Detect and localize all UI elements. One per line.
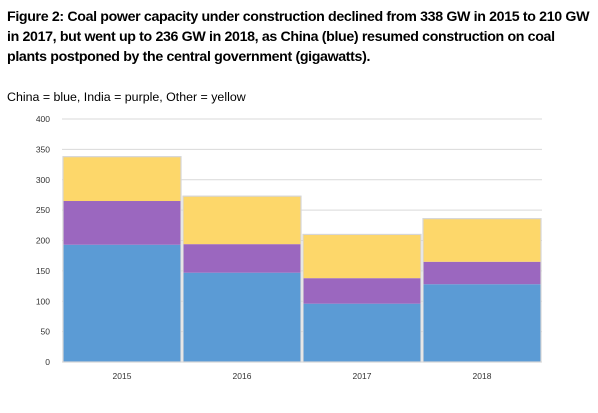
bar-segment — [303, 234, 421, 279]
bar-stack — [302, 233, 422, 363]
bar-segment — [423, 284, 541, 362]
chart-subtitle: China = blue, India = purple, Other = ye… — [7, 90, 246, 104]
bar-segment — [63, 201, 181, 245]
bar-segment — [423, 261, 541, 285]
bars — [62, 156, 542, 363]
bar-segment — [63, 244, 181, 362]
y-tick-label: 0 — [45, 357, 50, 367]
bar-segment — [423, 218, 541, 262]
bar-outline — [182, 195, 302, 363]
x-tick-label: 2016 — [233, 371, 252, 381]
bar-segment — [303, 303, 421, 362]
bar-segment — [183, 244, 301, 273]
bar-outline — [62, 156, 182, 363]
bar-stack — [422, 218, 542, 363]
bar-segment — [183, 196, 301, 245]
bar-outline — [302, 233, 422, 363]
bar-segment — [63, 156, 181, 202]
bar-segment — [303, 278, 421, 304]
chart-title: Figure 2: Coal power capacity under cons… — [7, 9, 590, 65]
y-tick-label: 300 — [36, 175, 50, 185]
x-tick-label: 2017 — [353, 371, 372, 381]
bar-outline — [422, 218, 542, 363]
y-tick-label: 250 — [36, 205, 50, 215]
x-tick-label: 2018 — [473, 371, 492, 381]
y-tick-label: 350 — [36, 144, 50, 154]
y-tick-label: 100 — [36, 296, 50, 306]
bar-stack — [62, 156, 182, 363]
y-tick-label: 400 — [36, 114, 50, 124]
y-axis-tick-labels: 0 50 100 150 200 250 300 350 400 — [36, 114, 50, 367]
x-tick-label: 2015 — [113, 371, 132, 381]
x-axis-tick-labels: 2015 2016 2017 2018 — [113, 371, 492, 381]
y-tick-label: 200 — [36, 236, 50, 246]
bar-segment — [183, 272, 301, 362]
bar-stack — [182, 195, 302, 363]
y-tick-label: 50 — [41, 327, 51, 337]
y-tick-label: 150 — [36, 266, 50, 276]
